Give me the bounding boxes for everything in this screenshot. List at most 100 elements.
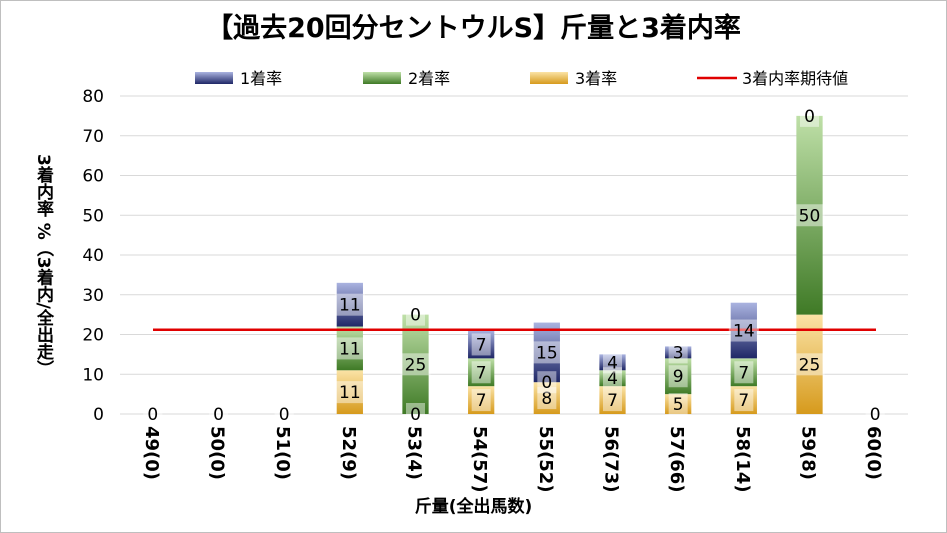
data-label-bg (603, 367, 622, 390)
bar-segment (468, 330, 495, 359)
y-tick-label: 40 (82, 246, 104, 266)
data-label-bg (800, 104, 819, 127)
chart-title: 【過去20回分セントウルS】斤量と3着内率 (206, 13, 741, 44)
bar-segment (665, 346, 692, 359)
data-label-bg (603, 351, 622, 374)
y-tick-label: 60 (82, 167, 104, 187)
data-label-bg (334, 337, 365, 360)
data-label-bg (537, 371, 557, 394)
x-tick-label: 50(0) (207, 426, 228, 480)
data-label: 7 (476, 335, 487, 355)
data-label: 8 (541, 389, 552, 409)
y-tick-label: 30 (82, 286, 104, 306)
x-tick-label: 57(66) (666, 426, 687, 493)
data-label-bg (400, 353, 431, 376)
x-tick-label: 59(8) (798, 426, 819, 480)
legend-swatch (195, 72, 233, 84)
grid-lines (120, 95, 908, 415)
y-tick-label: 70 (82, 127, 104, 147)
bar-segment (796, 314, 823, 414)
y-tick-label: 20 (82, 326, 104, 346)
bar-segment (730, 358, 757, 387)
x-tick-label: 51(0) (272, 426, 293, 480)
y-axis-label: 3着内率 %（3着内/全出走） (33, 153, 53, 377)
data-label-bg (794, 353, 825, 376)
x-tick-label: 55(52) (535, 426, 556, 493)
data-label: 0 (410, 405, 421, 425)
data-label: 11 (339, 339, 361, 359)
x-tick-label: 58(14) (732, 426, 753, 493)
data-label: 0 (213, 405, 224, 425)
x-ticks: 49(0) 50(0) 51(0) 52(9) 53(4) 54(57) 55(52) 56(… (141, 426, 884, 493)
data-label-bg (668, 393, 688, 416)
data-label: 7 (738, 363, 749, 383)
data-label: 3 (673, 343, 684, 363)
x-tick-label: 60(0) (863, 426, 884, 480)
data-label-bg (406, 303, 425, 326)
legend-label: 3着内率期待値 (742, 69, 848, 88)
data-label-bg (209, 403, 228, 425)
y-tick-label: 80 (82, 87, 104, 107)
data-label: 0 (410, 306, 421, 326)
data-label-bg (143, 403, 163, 425)
data-label: 7 (476, 363, 487, 383)
bar-segment (730, 386, 757, 414)
bar-segment (599, 370, 626, 387)
bar-segment (599, 386, 626, 414)
bar-segment (468, 386, 495, 414)
data-label-bg (668, 341, 688, 364)
bar-segment (533, 322, 560, 383)
data-label-bg (728, 319, 759, 342)
legend-label: 1着率 (240, 69, 282, 88)
data-label-bg (471, 361, 491, 384)
bar-segment (336, 326, 363, 371)
data-label-bg (668, 365, 688, 388)
legend-label: 3着率 (575, 69, 617, 88)
data-label-bg (734, 389, 754, 412)
y-ticks: 0 10 20 30 40 50 60 70 80 (82, 87, 104, 425)
y-tick-label: 10 (82, 365, 104, 385)
data-label-bg (274, 403, 294, 425)
data-label: 11 (339, 383, 361, 403)
data-label: 15 (536, 343, 558, 363)
data-label: 7 (738, 391, 749, 411)
data-label-bg (334, 293, 365, 316)
data-label: 4 (607, 369, 618, 389)
data-label-bg (334, 381, 365, 404)
bar-segment (468, 358, 495, 387)
x-tick-label: 56(73) (601, 426, 622, 493)
data-label-bg (537, 387, 557, 410)
data-label-bg (865, 403, 885, 425)
bars (336, 115, 823, 414)
x-tick-label: 52(9) (338, 426, 359, 480)
data-label: 7 (476, 391, 487, 411)
data-label: 25 (405, 355, 427, 375)
data-label: 0 (279, 405, 290, 425)
bar-segment (533, 382, 560, 414)
data-label: 11 (339, 296, 361, 316)
data-label-bg (603, 389, 622, 412)
data-label: 0 (147, 405, 158, 425)
data-label: 0 (870, 405, 881, 425)
data-label: 50 (799, 206, 821, 226)
x-axis-label: 斤量(全出馬数) (414, 497, 533, 517)
data-label-bg (794, 204, 825, 227)
bar-segment (402, 314, 429, 414)
data-label-bg (406, 403, 425, 425)
y-tick-label: 50 (82, 206, 104, 226)
bar-segment (796, 115, 823, 315)
x-tick-label: 53(4) (404, 426, 425, 480)
legend-swatch (530, 72, 568, 84)
data-label: 0 (541, 373, 552, 393)
data-label: 14 (733, 322, 755, 342)
data-label-bg (531, 341, 562, 364)
x-tick-label: 49(0) (141, 426, 162, 480)
bar-segment (336, 282, 363, 327)
data-label-bg (734, 361, 754, 384)
data-label: 5 (673, 395, 684, 415)
legend-swatch (363, 72, 401, 84)
y-tick-label: 0 (93, 405, 104, 425)
bar-segment (665, 394, 692, 414)
